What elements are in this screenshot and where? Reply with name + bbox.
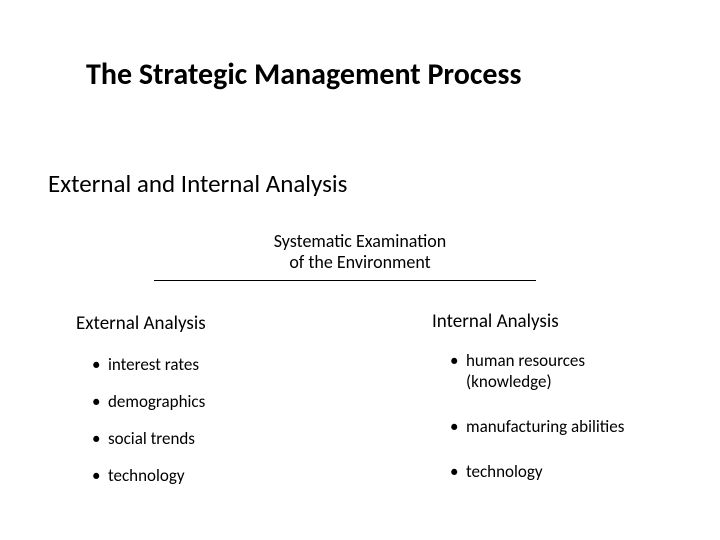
center-heading-line1: Systematic Examination bbox=[0, 230, 720, 252]
right-bullet-list: human resources (knowledge) manufacturin… bbox=[450, 350, 650, 482]
list-item: technology bbox=[92, 465, 205, 486]
center-heading-line2: of the Environment bbox=[0, 251, 720, 273]
right-column-heading: Internal Analysis bbox=[432, 310, 559, 333]
list-item: demographics bbox=[92, 391, 205, 412]
left-bullet-list: interest rates demographics social trend… bbox=[92, 354, 205, 502]
list-item: interest rates bbox=[92, 354, 205, 375]
divider-line bbox=[154, 280, 536, 281]
slide-subtitle: External and Internal Analysis bbox=[48, 168, 347, 199]
list-item: technology bbox=[450, 461, 650, 482]
left-column-heading: External Analysis bbox=[76, 312, 206, 335]
list-item: human resources (knowledge) bbox=[450, 350, 650, 392]
list-item: manufacturing abilities bbox=[450, 416, 650, 437]
slide-title: The Strategic Management Process bbox=[86, 56, 521, 93]
list-item: social trends bbox=[92, 428, 205, 449]
